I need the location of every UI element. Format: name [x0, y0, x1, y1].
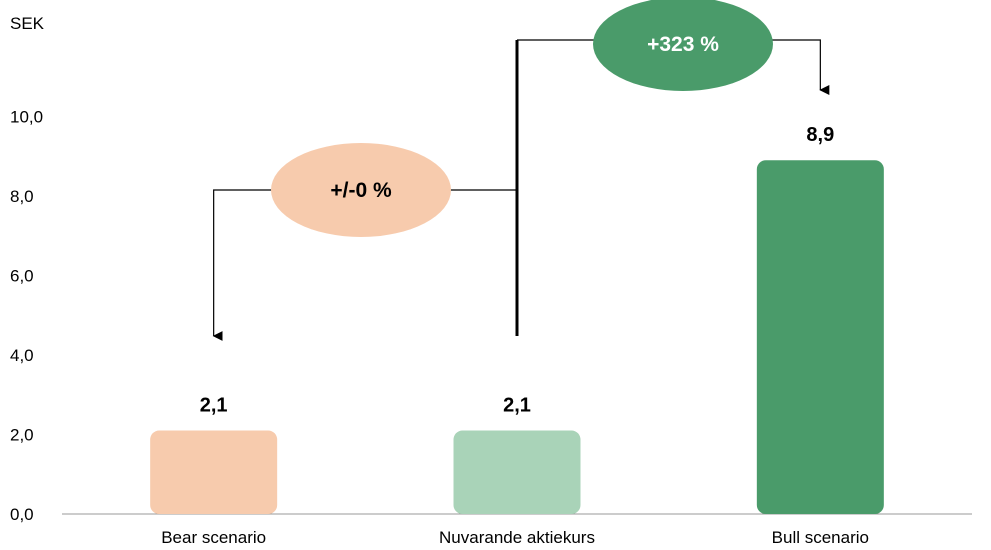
- y-unit-label: SEK: [10, 14, 45, 33]
- change-bubble-label: +323 %: [647, 33, 719, 56]
- y-tick-label: 0,0: [10, 505, 34, 524]
- bar-value-label: 2,1: [503, 395, 531, 417]
- change-bubble-label: +/-0 %: [330, 179, 392, 202]
- bars: 2,1 Bear scenario 2,1 Nuvarande aktiekurs 8,…: [150, 124, 884, 547]
- change-annotations: +/-0 % +323 %: [212, 0, 830, 341]
- category-label: Nuvarande aktiekurs: [439, 528, 595, 547]
- y-tick-label: 10,0: [10, 108, 43, 127]
- y-tick-label: 2,0: [10, 426, 34, 445]
- category-label: Bull scenario: [772, 528, 869, 547]
- change-bubble: [593, 0, 773, 91]
- y-axis: 0,0 2,0 4,0 6,0 8,0 10,0: [10, 108, 43, 525]
- bar-value-label: 8,9: [806, 124, 834, 146]
- change-bubble: [271, 143, 451, 237]
- y-tick-label: 8,0: [10, 187, 34, 206]
- bar-1: [150, 430, 278, 514]
- y-tick-label: 6,0: [10, 267, 34, 286]
- y-tick-label: 4,0: [10, 346, 34, 365]
- bar-value-label: 2,1: [200, 395, 228, 417]
- bar-3: [756, 160, 884, 514]
- category-label: Bear scenario: [161, 528, 266, 547]
- bar-2: [453, 430, 581, 514]
